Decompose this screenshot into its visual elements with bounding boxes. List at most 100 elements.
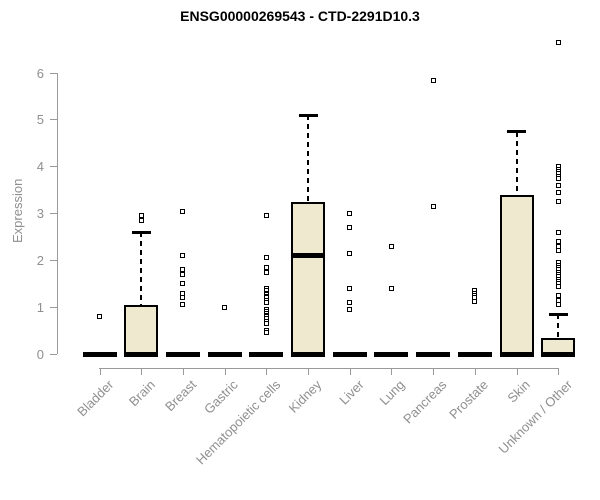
outlier-point	[263, 321, 269, 327]
box-skin	[499, 194, 534, 356]
box-brain	[124, 304, 159, 356]
y-tick-label: 5	[36, 112, 44, 128]
outlier-point	[138, 213, 144, 219]
outlier-point	[180, 290, 186, 296]
outlier-point	[138, 218, 144, 224]
outlier-point	[388, 285, 394, 291]
flat-box-bladder	[82, 351, 117, 357]
outlier-point	[555, 239, 561, 245]
outlier-point	[263, 213, 269, 219]
x-tick-label-text: Breast	[162, 377, 200, 415]
y-axis-tick	[50, 353, 57, 355]
outlier-point	[555, 189, 561, 195]
y-tick-label: 4	[36, 159, 44, 175]
chart-title: ENSG00000269543 - CTD-2291D10.3	[180, 8, 420, 24]
outlier-point	[555, 182, 561, 188]
whisker-cap-brain	[131, 230, 151, 234]
x-tick-label-text: Bladder	[73, 377, 117, 420]
outlier-point	[263, 269, 269, 275]
y-axis-tick	[50, 306, 57, 308]
median-skin	[499, 351, 534, 357]
y-axis-tick	[50, 72, 57, 74]
flat-box-hematopoietic-cells	[249, 351, 284, 357]
x-tick-label-text: Skin	[504, 377, 534, 406]
median-kidney	[291, 253, 325, 259]
outlier-point	[222, 304, 228, 310]
x-axis-tick	[474, 369, 476, 375]
y-tick-label: 6	[36, 65, 44, 81]
outlier-point	[180, 208, 186, 214]
y-tick-label: 3	[36, 206, 44, 221]
outlier-point	[347, 225, 353, 231]
outlier-point	[388, 243, 394, 249]
y-axis-tick	[50, 119, 57, 121]
outlier-point	[347, 285, 353, 291]
outlier-point	[555, 248, 561, 254]
outlier-point	[180, 302, 186, 308]
outlier-point	[430, 203, 436, 209]
y-axis-tick	[50, 166, 57, 168]
median-brain	[124, 351, 159, 357]
flat-box-lung	[374, 351, 409, 357]
outlier-point	[180, 295, 186, 301]
outlier-point	[555, 302, 561, 308]
y-axis-tick	[50, 213, 57, 214]
outlier-point	[555, 175, 561, 181]
flat-box-breast	[165, 351, 200, 357]
median-unknown-other	[541, 351, 576, 357]
outlier-point	[347, 250, 353, 256]
x-tick-label-text: Liver	[335, 377, 367, 408]
outlier-point	[555, 199, 561, 205]
x-axis-tick	[224, 369, 226, 375]
flat-box-liver	[332, 351, 367, 357]
x-axis-tick	[266, 369, 268, 375]
flat-box-pancreas	[416, 351, 451, 357]
outlier-point	[555, 40, 561, 46]
y-axis-tick	[50, 259, 57, 261]
whisker-brain	[140, 232, 143, 305]
outlier-point	[347, 299, 353, 305]
box-bottom-kidney	[291, 351, 325, 357]
x-axis-tick	[99, 369, 101, 375]
outlier-point	[555, 243, 561, 249]
outlier-point	[97, 314, 102, 320]
outlier-point	[180, 267, 186, 273]
whisker-cap-kidney	[298, 113, 318, 117]
x-axis-tick	[141, 369, 143, 375]
outlier-point	[263, 330, 269, 336]
whisker-kidney	[307, 115, 309, 202]
outlier-point	[430, 77, 436, 83]
x-tick-label-text: Gastric	[201, 377, 242, 417]
whisker-skin	[515, 131, 518, 195]
outlier-point	[263, 299, 269, 305]
x-axis-tick	[182, 369, 184, 375]
outlier-point	[180, 281, 186, 287]
box-kidney	[291, 201, 325, 356]
y-axis-line	[57, 73, 58, 354]
outlier-point	[263, 255, 269, 261]
whisker-cap-unknown-other	[548, 312, 568, 316]
x-tick-label-text: Unknown / Other	[495, 377, 575, 457]
y-tick-label: 2	[36, 252, 44, 268]
outlier-point	[180, 253, 186, 259]
outlier-point	[180, 271, 186, 277]
x-tick-label-text: Lung	[376, 377, 408, 409]
outlier-point	[555, 283, 561, 289]
x-tick-label-text: Brain	[125, 377, 158, 410]
x-axis-tick	[558, 369, 560, 375]
outlier-point	[347, 211, 353, 216]
x-tick-label-text: Pancreas	[400, 377, 450, 427]
x-tick-label-text: Prostate	[446, 377, 492, 422]
y-tick-label: 1	[36, 299, 44, 315]
x-axis-line	[99, 368, 559, 369]
outlier-point	[555, 229, 561, 235]
x-axis-tick	[516, 369, 518, 375]
x-axis-tick	[391, 369, 393, 375]
x-axis-tick	[349, 369, 351, 375]
outlier-point	[472, 299, 478, 305]
whisker-unknown-other	[557, 314, 560, 338]
outlier-point	[555, 297, 561, 303]
outlier-point	[347, 307, 353, 312]
x-tick-label-text: Kidney	[285, 377, 325, 416]
